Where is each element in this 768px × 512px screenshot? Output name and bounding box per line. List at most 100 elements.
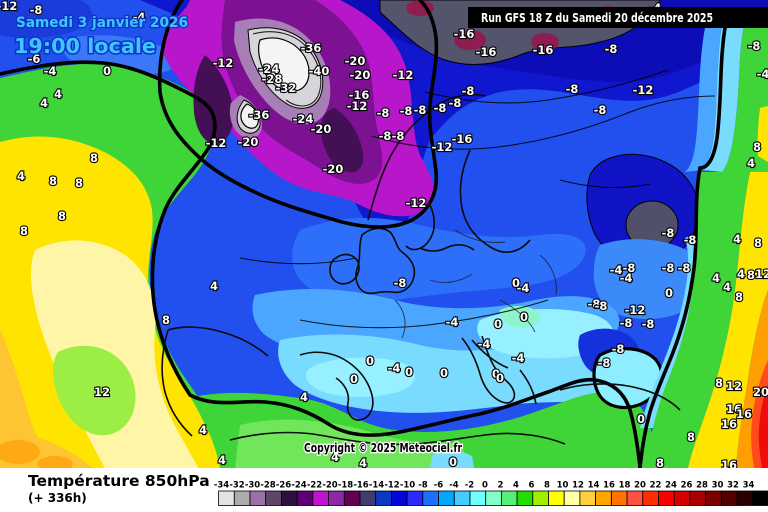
map-temp-label: -8: [392, 129, 405, 143]
map-temp-label: 4: [712, 271, 720, 285]
legend-tick-label: -4: [449, 481, 459, 491]
legend-cell: [375, 490, 392, 506]
map-temp-label: -8: [598, 356, 611, 370]
legend-cell: [249, 490, 267, 506]
map-temp-label: -4: [517, 281, 530, 295]
map-temp-label: 0: [366, 354, 374, 368]
legend-tick-label: 4: [513, 481, 519, 491]
map-temp-label: -12: [213, 56, 234, 70]
map-temp-label: -8: [462, 84, 475, 98]
legend-cell: [390, 490, 408, 506]
map-temp-label: 12: [726, 379, 742, 393]
map-temp-label: -8: [612, 342, 625, 356]
legend-cell: [312, 490, 330, 506]
legend-cell: [296, 490, 314, 506]
map-temp-label: 4: [300, 390, 308, 404]
map-temp-label: -16: [533, 43, 554, 57]
map-temp-label: 0: [520, 310, 528, 324]
map-temp-label: -40: [309, 64, 330, 78]
map-temp-label: -8: [748, 39, 761, 53]
map-title: Température 850hPa: [28, 472, 210, 490]
map-temp-label: 4: [747, 156, 755, 170]
legend-tick-label: -28: [260, 481, 275, 491]
legend-tick-label: 14: [588, 481, 600, 491]
legend-cell: [233, 490, 251, 506]
map-temp-label: -8: [595, 299, 608, 313]
run-banner-text: Run GFS 18 Z du Samedi 20 décembre 2025: [481, 11, 713, 25]
map-temp-label: -12: [432, 140, 453, 154]
local-time-line: 19:00 locale: [14, 34, 156, 58]
legend-cell: [595, 490, 612, 506]
map-temp-label: 8: [162, 313, 170, 327]
map-temp-label: 0: [350, 372, 358, 386]
legend-tick-label: 22: [650, 481, 662, 491]
legend-cell: [422, 490, 439, 506]
legend-tick-label: -8: [418, 481, 428, 491]
map-temp-label: -28: [262, 72, 283, 86]
map-temp-label: 0: [103, 64, 111, 78]
run-banner: Run GFS 18 Z du Samedi 20 décembre 2025: [468, 7, 768, 28]
legend-tick-label: 20: [634, 481, 646, 491]
map-temp-label: 4: [54, 87, 62, 101]
map-temp-label: -4: [620, 271, 633, 285]
map-temp-label: 16: [721, 417, 737, 431]
map-temp-label: -16: [476, 45, 497, 59]
map-temp-label: -20: [311, 122, 332, 136]
legend-cell: [689, 490, 707, 506]
legend-cell: [626, 490, 644, 506]
legend-cell: [265, 490, 282, 506]
legend-cell: [218, 490, 235, 506]
legend-cell: [579, 490, 597, 506]
legend-tick-label: 12: [572, 481, 584, 491]
map-temp-label: 8: [687, 430, 695, 444]
map-temp-label: 8: [20, 224, 28, 238]
map-temp-label: 4: [331, 450, 339, 464]
map-temp-label: -8: [377, 106, 390, 120]
map-temp-label: -24: [259, 62, 280, 76]
map-temp-label: 0: [440, 366, 448, 380]
legend-cell: [328, 490, 345, 506]
map-temp-label: -6: [28, 52, 41, 66]
legend-cell: [453, 490, 471, 506]
date-header: Samedi 3 janvier 2026 19:00 locale: [13, 14, 190, 60]
map-temp-label: 4: [40, 96, 48, 110]
map-temp-label: -16: [349, 88, 370, 102]
map-temp-label: -8: [588, 297, 601, 311]
map-temp-label: -8: [394, 276, 407, 290]
legend-cell: [642, 490, 659, 506]
legend-tick-label: 26: [681, 481, 693, 491]
map-temp-label: -36: [249, 108, 270, 122]
legend-tick-label: -26: [276, 481, 291, 491]
legend-cell: [532, 490, 549, 506]
map-temp-label: -8: [642, 317, 655, 331]
map-temp-label: 4: [737, 267, 745, 281]
map-temp-label: 0: [637, 412, 645, 426]
legend-cell: [736, 490, 754, 506]
legend-cell: [720, 490, 738, 506]
map-temp-label: 8: [747, 268, 755, 282]
legend-tick-label: 6: [529, 481, 535, 491]
coastlines: [161, 93, 681, 446]
legend-tick-label: -2: [465, 481, 475, 491]
legend-cell: [438, 490, 455, 506]
legend-cell: [359, 490, 377, 506]
legend-tick-label: 30: [712, 481, 724, 491]
legend-tick-label: 2: [498, 481, 504, 491]
map-temp-label: 8: [656, 456, 664, 470]
legend-tick-label: 24: [665, 481, 677, 491]
legend-tick-label: 28: [696, 481, 708, 491]
map-temp-label: -8: [662, 226, 675, 240]
legend-cell: [280, 490, 298, 506]
map-temp-label: 8: [90, 151, 98, 165]
map-fills: [0, 0, 768, 472]
map-temp-label: 4: [218, 453, 226, 467]
thin-contour-lines: [239, 31, 716, 329]
map-temp-label: 12: [755, 267, 768, 281]
map-temp-label: 8: [754, 236, 762, 250]
lead-time: (+ 336h): [28, 491, 87, 505]
map-temp-label: 8: [735, 290, 743, 304]
map-temp-label: 4: [199, 423, 207, 437]
legend-tick-label: -10: [400, 481, 415, 491]
map-temp-label: 0: [492, 367, 500, 381]
legend-tick-label: -6: [434, 481, 444, 491]
